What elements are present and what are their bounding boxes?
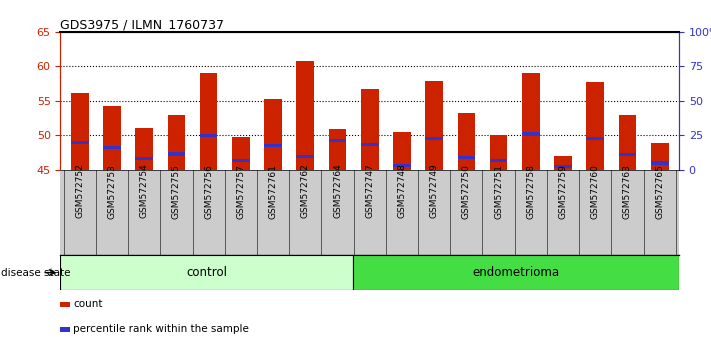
Bar: [651, 161, 668, 165]
Bar: [457, 113, 475, 170]
Bar: [71, 141, 89, 144]
Bar: [71, 93, 89, 170]
Bar: [168, 153, 186, 156]
Bar: [200, 73, 218, 170]
Bar: [200, 134, 218, 137]
Bar: [353, 255, 679, 290]
Bar: [522, 132, 540, 136]
Text: disease state: disease state: [1, 268, 70, 278]
Bar: [619, 115, 636, 170]
Bar: [103, 107, 121, 170]
Bar: [522, 73, 540, 170]
Bar: [328, 129, 346, 170]
Bar: [135, 128, 153, 170]
Text: GDS3975 / ILMN_1760737: GDS3975 / ILMN_1760737: [60, 18, 225, 31]
Text: control: control: [186, 266, 228, 279]
Text: endometrioma: endometrioma: [473, 266, 560, 279]
Bar: [651, 143, 668, 170]
Bar: [490, 159, 508, 162]
Text: percentile rank within the sample: percentile rank within the sample: [73, 324, 249, 334]
Bar: [264, 99, 282, 170]
Bar: [168, 115, 186, 170]
Bar: [554, 156, 572, 170]
Bar: [393, 132, 411, 170]
Bar: [328, 139, 346, 142]
Bar: [103, 145, 121, 149]
Bar: [587, 137, 604, 141]
Text: count: count: [73, 299, 102, 309]
Bar: [232, 159, 250, 162]
Bar: [425, 81, 443, 170]
Bar: [393, 164, 411, 167]
Bar: [296, 155, 314, 158]
Bar: [619, 153, 636, 156]
Bar: [587, 82, 604, 170]
Bar: [490, 135, 508, 170]
Bar: [361, 89, 378, 170]
Bar: [232, 137, 250, 170]
Bar: [135, 156, 153, 160]
Bar: [554, 165, 572, 168]
Bar: [361, 143, 378, 146]
Bar: [457, 156, 475, 159]
Bar: [264, 144, 282, 147]
Bar: [425, 137, 443, 141]
Bar: [296, 61, 314, 170]
Bar: [60, 255, 353, 290]
